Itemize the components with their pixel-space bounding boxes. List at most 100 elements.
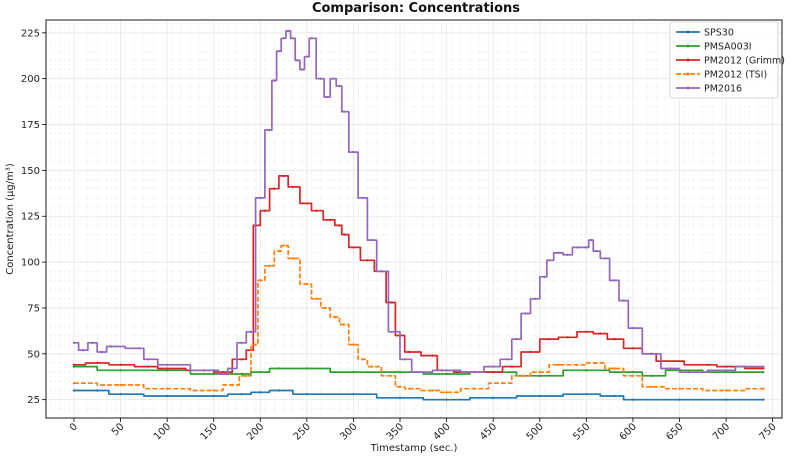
series-point-1 — [240, 372, 243, 376]
series-point-3 — [245, 374, 248, 378]
series-point-4 — [221, 372, 225, 376]
series-point-0 — [445, 398, 448, 401]
series-point-2 — [119, 363, 122, 367]
series-point-4 — [165, 363, 169, 367]
series-point-4 — [291, 37, 295, 40]
series-point-4 — [301, 68, 304, 71]
series-group — [72, 29, 765, 401]
series-point-1 — [724, 370, 728, 374]
series-point-2 — [491, 370, 495, 374]
series-point-3 — [519, 374, 523, 378]
series-point-1 — [585, 369, 588, 372]
series-point-4 — [524, 312, 527, 315]
series-point-1 — [259, 370, 262, 374]
series-point-0 — [259, 391, 262, 394]
series-point-0 — [72, 389, 76, 392]
series-point-0 — [678, 398, 681, 401]
series-point-2 — [431, 354, 434, 357]
series-point-3 — [370, 365, 374, 368]
series-point-3 — [724, 389, 728, 392]
series-point-4 — [603, 257, 607, 260]
series-point-3 — [650, 385, 653, 389]
series-point-3 — [231, 383, 234, 387]
series-point-1 — [445, 372, 448, 376]
series-point-4 — [268, 128, 271, 132]
x-tick-label: 50 — [110, 421, 127, 438]
series-point-3 — [72, 381, 76, 385]
series-point-3 — [631, 374, 635, 378]
series-point-4 — [543, 275, 546, 278]
y-axis-label: Concentration (μg/m³) — [5, 163, 16, 275]
legend-marker-2 — [686, 58, 690, 62]
series-point-3 — [333, 315, 337, 319]
series-point-3 — [389, 374, 392, 378]
series-point-3 — [282, 244, 285, 247]
x-tick-label: 400 — [431, 421, 452, 442]
series-point-3 — [342, 323, 346, 326]
series-point-3 — [352, 343, 355, 346]
legend-marker-1 — [686, 44, 690, 48]
y-tick-label: 175 — [21, 120, 40, 131]
series-point-3 — [305, 282, 309, 286]
series-point-2 — [585, 330, 588, 333]
series-point-4 — [296, 59, 299, 62]
series-point-2 — [566, 336, 569, 339]
series-point-1 — [650, 374, 653, 378]
series-point-4 — [82, 348, 85, 352]
x-tick-label: 700 — [711, 421, 732, 442]
series-point-3 — [212, 389, 215, 392]
series-point-1 — [305, 367, 309, 370]
x-axis: 0 50 100 150 200 250 300 350 400 450 500 550 600 650 7… — [68, 418, 779, 443]
series-point-3 — [557, 363, 560, 367]
legend-marker-3 — [686, 72, 690, 76]
series-point-4 — [515, 337, 518, 341]
series-point-3 — [431, 389, 434, 392]
series-point-2 — [328, 218, 332, 222]
legend-box — [669, 21, 779, 99]
series-point-4 — [331, 77, 335, 80]
series-point-4 — [240, 341, 243, 345]
series-point-4 — [403, 358, 406, 361]
series-point-2 — [724, 365, 728, 368]
series-point-4 — [669, 367, 672, 370]
series-point-3 — [119, 383, 122, 387]
series-point-2 — [613, 337, 616, 341]
series-point-1 — [165, 369, 169, 372]
series-point-2 — [263, 209, 267, 212]
series-point-4 — [557, 251, 560, 255]
series-point-4 — [613, 279, 616, 282]
y-tick-label: 200 — [21, 74, 40, 85]
series-point-4 — [259, 196, 262, 200]
series-line-0 — [73, 389, 764, 401]
x-tick-label: 0 — [68, 421, 80, 433]
series-point-2 — [72, 363, 76, 367]
series-point-4 — [473, 370, 476, 374]
series-point-4 — [305, 55, 309, 58]
series-point-4 — [533, 297, 537, 300]
legend-marker-0 — [686, 30, 690, 34]
series-point-3 — [165, 387, 169, 390]
series-point-4 — [762, 365, 765, 368]
series-point-0 — [538, 394, 541, 398]
x-tick-label: 300 — [338, 421, 359, 442]
y-tick-label: 25 — [27, 395, 40, 406]
series-point-0 — [96, 389, 99, 392]
series-point-0 — [613, 394, 616, 398]
series-point-4 — [547, 259, 551, 262]
x-tick-label: 600 — [618, 421, 639, 442]
series-point-1 — [352, 370, 355, 374]
series-point-2 — [305, 202, 309, 205]
series-point-4 — [287, 29, 290, 33]
series-point-3 — [762, 387, 765, 390]
x-tick-label: 100 — [152, 421, 173, 442]
series-point-3 — [501, 381, 504, 385]
y-tick-label: 100 — [21, 258, 40, 269]
series-point-2 — [291, 185, 295, 189]
series-point-2 — [147, 365, 150, 368]
series-point-2 — [165, 367, 169, 370]
series-point-1 — [631, 370, 635, 374]
y-tick-label: 150 — [21, 166, 40, 177]
series-point-2 — [96, 361, 99, 365]
series-point-2 — [240, 358, 243, 361]
x-axis-label: Timestamp (sec.) — [370, 443, 458, 454]
